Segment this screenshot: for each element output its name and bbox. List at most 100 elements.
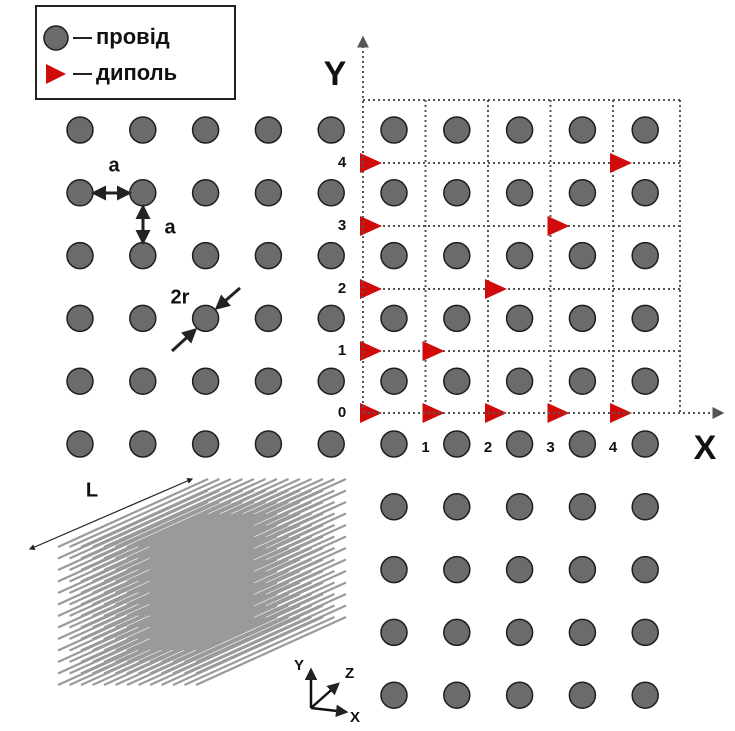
wire bbox=[129, 116, 157, 144]
wire bbox=[568, 241, 597, 270]
rod bbox=[69, 592, 220, 664]
wire bbox=[380, 555, 408, 584]
rod bbox=[195, 615, 347, 687]
rod bbox=[172, 615, 324, 687]
axis-arrow bbox=[310, 704, 349, 718]
rod bbox=[69, 535, 220, 606]
rod bbox=[57, 546, 209, 618]
wire bbox=[443, 116, 471, 144]
rod bbox=[69, 615, 220, 687]
x-axis-label: X bbox=[694, 429, 717, 467]
wire bbox=[568, 367, 597, 395]
rod bbox=[57, 581, 209, 652]
wire bbox=[568, 116, 597, 144]
rod bbox=[69, 546, 220, 618]
wire bbox=[505, 555, 534, 584]
rod bbox=[184, 615, 335, 687]
wire bbox=[631, 304, 659, 333]
x-tick-label: 4 bbox=[609, 439, 618, 456]
rod bbox=[115, 615, 266, 687]
rod bbox=[57, 569, 209, 641]
orientation-label: X bbox=[350, 709, 360, 726]
wire bbox=[505, 430, 534, 458]
wire bbox=[129, 367, 157, 395]
wire bbox=[380, 179, 408, 207]
wire bbox=[380, 241, 408, 270]
wire bbox=[380, 681, 408, 709]
dotted-grid bbox=[363, 99, 681, 413]
wire bbox=[191, 179, 220, 207]
wire bbox=[631, 241, 659, 270]
rod bbox=[57, 604, 209, 675]
x-tick-label: 3 bbox=[546, 439, 554, 456]
rod bbox=[57, 558, 209, 629]
wire bbox=[443, 179, 471, 207]
wire bbox=[380, 430, 408, 458]
x-tick-label: 2 bbox=[484, 439, 492, 456]
wire bbox=[254, 241, 283, 270]
wire bbox=[380, 367, 408, 395]
rod bbox=[126, 615, 278, 687]
wire bbox=[443, 681, 471, 709]
wire bbox=[631, 493, 659, 521]
y-tick-label: 1 bbox=[338, 342, 346, 359]
legend-label: диполь bbox=[96, 60, 177, 85]
wire bbox=[443, 493, 471, 521]
orientation-label: Y bbox=[294, 657, 304, 674]
wire bbox=[380, 116, 408, 144]
wire bbox=[66, 430, 94, 458]
rod bbox=[69, 558, 220, 629]
dipole bbox=[360, 153, 382, 173]
rod bbox=[69, 581, 220, 652]
rod bbox=[57, 592, 209, 664]
legend-dipole-icon bbox=[46, 64, 66, 84]
rod bbox=[138, 615, 289, 687]
dimension-arrow bbox=[214, 286, 241, 310]
rod bbox=[161, 615, 312, 687]
length-label: L bbox=[86, 479, 98, 501]
legend-wire-icon bbox=[43, 25, 69, 51]
rod bbox=[149, 615, 301, 687]
wire bbox=[443, 304, 471, 333]
wire bbox=[568, 179, 597, 207]
wire bbox=[254, 367, 283, 395]
axis-arrow bbox=[310, 682, 340, 709]
wire bbox=[443, 618, 471, 647]
y-tick-label: 3 bbox=[338, 217, 346, 234]
rod bbox=[69, 604, 220, 675]
dipole bbox=[485, 403, 507, 423]
y-axis-label: Y bbox=[324, 55, 347, 93]
dipole bbox=[547, 216, 570, 236]
dipoles bbox=[360, 153, 632, 423]
dimension-label: a bbox=[108, 154, 120, 176]
wire bbox=[129, 241, 157, 270]
wire bbox=[568, 430, 597, 458]
dimension-label: a bbox=[164, 216, 176, 238]
wire bbox=[443, 555, 471, 584]
wire bbox=[66, 304, 94, 333]
wire bbox=[317, 241, 345, 270]
wire bbox=[66, 116, 94, 144]
wire bbox=[631, 367, 659, 395]
rod bbox=[92, 615, 243, 687]
wire bbox=[254, 430, 283, 458]
wire bbox=[191, 304, 220, 333]
rod bbox=[69, 523, 220, 595]
wire bbox=[505, 618, 534, 647]
wire bbox=[380, 493, 408, 521]
orientation-axes bbox=[304, 667, 349, 718]
wire bbox=[191, 430, 220, 458]
rod-array bbox=[57, 477, 347, 687]
wire bbox=[317, 304, 345, 333]
wire bbox=[631, 681, 659, 709]
wire bbox=[254, 116, 283, 144]
dipole bbox=[360, 403, 382, 423]
wire bbox=[568, 681, 597, 709]
wire bbox=[129, 430, 157, 458]
wire bbox=[317, 367, 345, 395]
wire bbox=[631, 116, 659, 144]
orientation-label: Z bbox=[345, 665, 354, 682]
dipole bbox=[360, 341, 382, 361]
ticks: 0 1 2 3 4 1 2 3 4 bbox=[338, 154, 618, 456]
y-tick-label: 4 bbox=[338, 154, 347, 171]
